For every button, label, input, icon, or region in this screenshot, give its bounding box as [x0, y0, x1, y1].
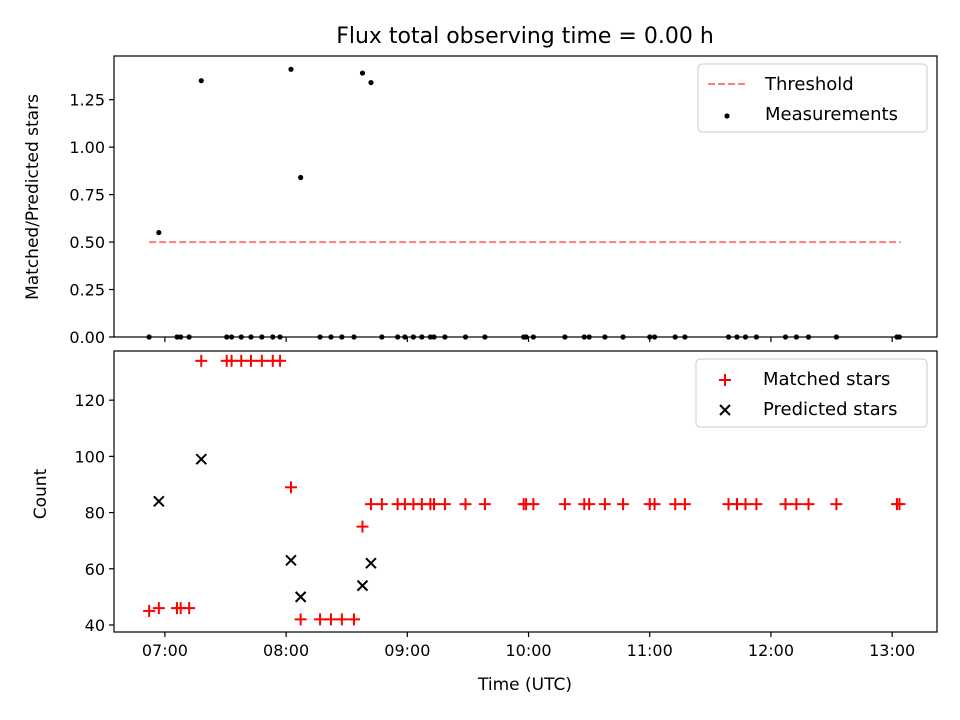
matched-star-point	[255, 354, 268, 367]
ratio-panel: 0.00 0.25 0.50 0.75 1.00 1.25 Matched/Predict…	[23, 55, 938, 347]
counts-y-axis-label: Count	[31, 468, 51, 519]
counts-panel: 40 60 80 100 120 07:00 08:00 09:00 10:00 11:00 12…	[31, 350, 938, 695]
y-tick-label: 40	[85, 616, 105, 635]
matched-star-point	[739, 498, 752, 511]
ratio-legend-box	[697, 63, 928, 133]
predicted-star-point	[365, 557, 377, 569]
matched-star-point	[790, 498, 803, 511]
y-tick-label: 1.00	[69, 138, 105, 157]
x-tick-label: 10:00	[505, 641, 551, 660]
ratio-y-axis: 0.00 0.25 0.50 0.75 1.00 1.25	[69, 91, 114, 347]
predicted-star-point	[153, 495, 165, 508]
legend-predicted-swatch	[719, 404, 731, 416]
x-tick-label: 11:00	[627, 641, 673, 660]
y-tick-label: 60	[85, 560, 105, 579]
x-tick-label: 12:00	[748, 641, 794, 660]
matched-star-point	[648, 498, 661, 511]
counts-x-axis: 07:00 08:00 09:00 10:00 11:00 12:00 13:00	[142, 632, 915, 660]
matched-star-point	[583, 498, 596, 511]
matched-star-point	[284, 481, 297, 494]
matched-star-point	[438, 498, 451, 511]
legend-threshold-label: Threshold	[764, 74, 854, 95]
matched-star-point	[678, 498, 691, 511]
legend-measurements-label: Measurements	[765, 104, 898, 125]
counts-marks	[143, 354, 906, 626]
x-axis-label: Time (UTC)	[477, 675, 572, 695]
y-tick-label: 0.25	[69, 281, 105, 300]
matched-star-point	[427, 498, 440, 511]
matched-star-point	[617, 498, 630, 511]
matched-star-point	[558, 498, 571, 511]
y-tick-label: 0.00	[69, 328, 105, 347]
matched-star-point	[183, 602, 196, 615]
matched-star-point	[375, 498, 388, 511]
y-tick-label: 0.75	[69, 186, 105, 205]
matched-star-point	[478, 498, 491, 511]
matched-star-point	[830, 498, 843, 511]
matched-star-point	[598, 498, 611, 511]
legend-measurements-swatch	[724, 113, 730, 119]
matched-star-point	[527, 498, 540, 511]
x-tick-label: 09:00	[384, 641, 430, 660]
counts-y-axis: 40 60 80 100 120	[74, 391, 114, 635]
matched-star-point	[779, 498, 792, 511]
matched-star-point	[356, 520, 369, 533]
matched-star-point	[244, 354, 257, 367]
matched-star-point	[893, 498, 906, 511]
legend-predicted-label: Predicted stars	[763, 399, 897, 420]
matched-star-point	[195, 354, 208, 367]
counts-legend: Matched stars Predicted stars	[695, 358, 928, 428]
x-tick-label: 13:00	[869, 641, 915, 660]
predicted-star-point	[285, 554, 297, 567]
matched-star-point	[364, 498, 377, 511]
ratio-plot-frame	[113, 55, 938, 338]
y-tick-label: 80	[85, 504, 105, 523]
legend-matched-swatch	[719, 374, 731, 386]
counts-plot-frame	[113, 350, 938, 633]
measurement-point	[156, 229, 162, 236]
y-tick-label: 120	[74, 391, 105, 410]
matched-star-point	[459, 498, 472, 511]
measurement-point	[368, 79, 374, 86]
matched-star-point	[274, 354, 287, 367]
measurement-point	[298, 174, 304, 181]
counts-legend-box	[695, 358, 928, 428]
matched-star-point	[314, 613, 327, 626]
matched-star-point	[324, 613, 337, 626]
measurement-point	[288, 66, 294, 72]
y-tick-label: 0.50	[69, 233, 105, 252]
x-tick-label: 07:00	[142, 641, 188, 660]
matched-star-point	[143, 604, 156, 617]
chart-title: Flux total observing time = 0.00 h	[336, 24, 714, 49]
y-tick-label: 100	[74, 447, 105, 466]
y-tick-label: 1.25	[69, 91, 105, 110]
matched-star-point	[152, 602, 165, 615]
matched-star-point	[347, 613, 360, 626]
measurement-point	[359, 70, 366, 76]
predicted-star-point	[356, 579, 369, 592]
predicted-star-point	[294, 591, 307, 603]
matched-star-point	[750, 498, 763, 511]
matched-star-point	[335, 613, 348, 626]
predicted-star-point	[195, 453, 207, 465]
x-tick-label: 08:00	[263, 641, 309, 660]
matched-star-point	[802, 498, 815, 511]
matched-star-point	[294, 613, 307, 626]
ratio-y-axis-label: Matched/Predicted stars	[23, 94, 43, 300]
ratio-legend: Threshold Measurements	[697, 63, 928, 133]
measurement-point	[198, 78, 204, 84]
legend-matched-label: Matched stars	[763, 369, 890, 390]
